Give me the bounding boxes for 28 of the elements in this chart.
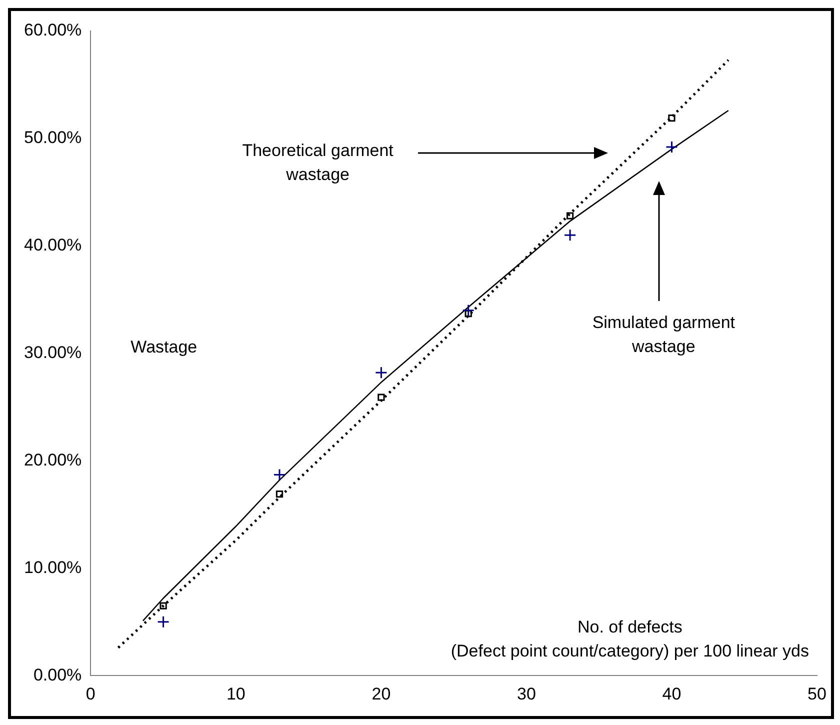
annotation: Simulated garment wastage [592,312,736,356]
y-axis-title: Wastage [130,338,198,357]
y-tick-label: 60.00% [24,20,82,40]
annotation: Theoretical garment wastage [242,141,394,184]
x-tick-label: 10 [226,684,246,704]
point [564,228,576,242]
x-tick-label: 30 [517,684,536,704]
point [462,304,475,317]
point [566,212,574,220]
x-tick-label: 20 [372,684,391,704]
x-tick-label: 40 [662,684,682,704]
y-tick-label: 0.00% [33,665,82,684]
x-tick-label: 50 [808,684,826,704]
y-tick-label: 30.00% [24,342,82,362]
y-tick-label: 10.00% [24,558,82,577]
point [160,602,167,610]
point [378,394,385,401]
x-axis-title: No. of defects (Defect point count/category) per 100 linear yds [450,617,809,660]
x-tick-label: 0 [86,684,96,704]
y-tick-label: 20.00% [24,450,82,470]
y-tick-label: 50.00% [24,128,82,148]
point [157,616,170,628]
point [276,490,284,498]
point [273,468,286,481]
point [668,114,676,122]
point [665,140,678,154]
point [374,366,388,379]
y-tick-label: 40.00% [24,236,82,255]
